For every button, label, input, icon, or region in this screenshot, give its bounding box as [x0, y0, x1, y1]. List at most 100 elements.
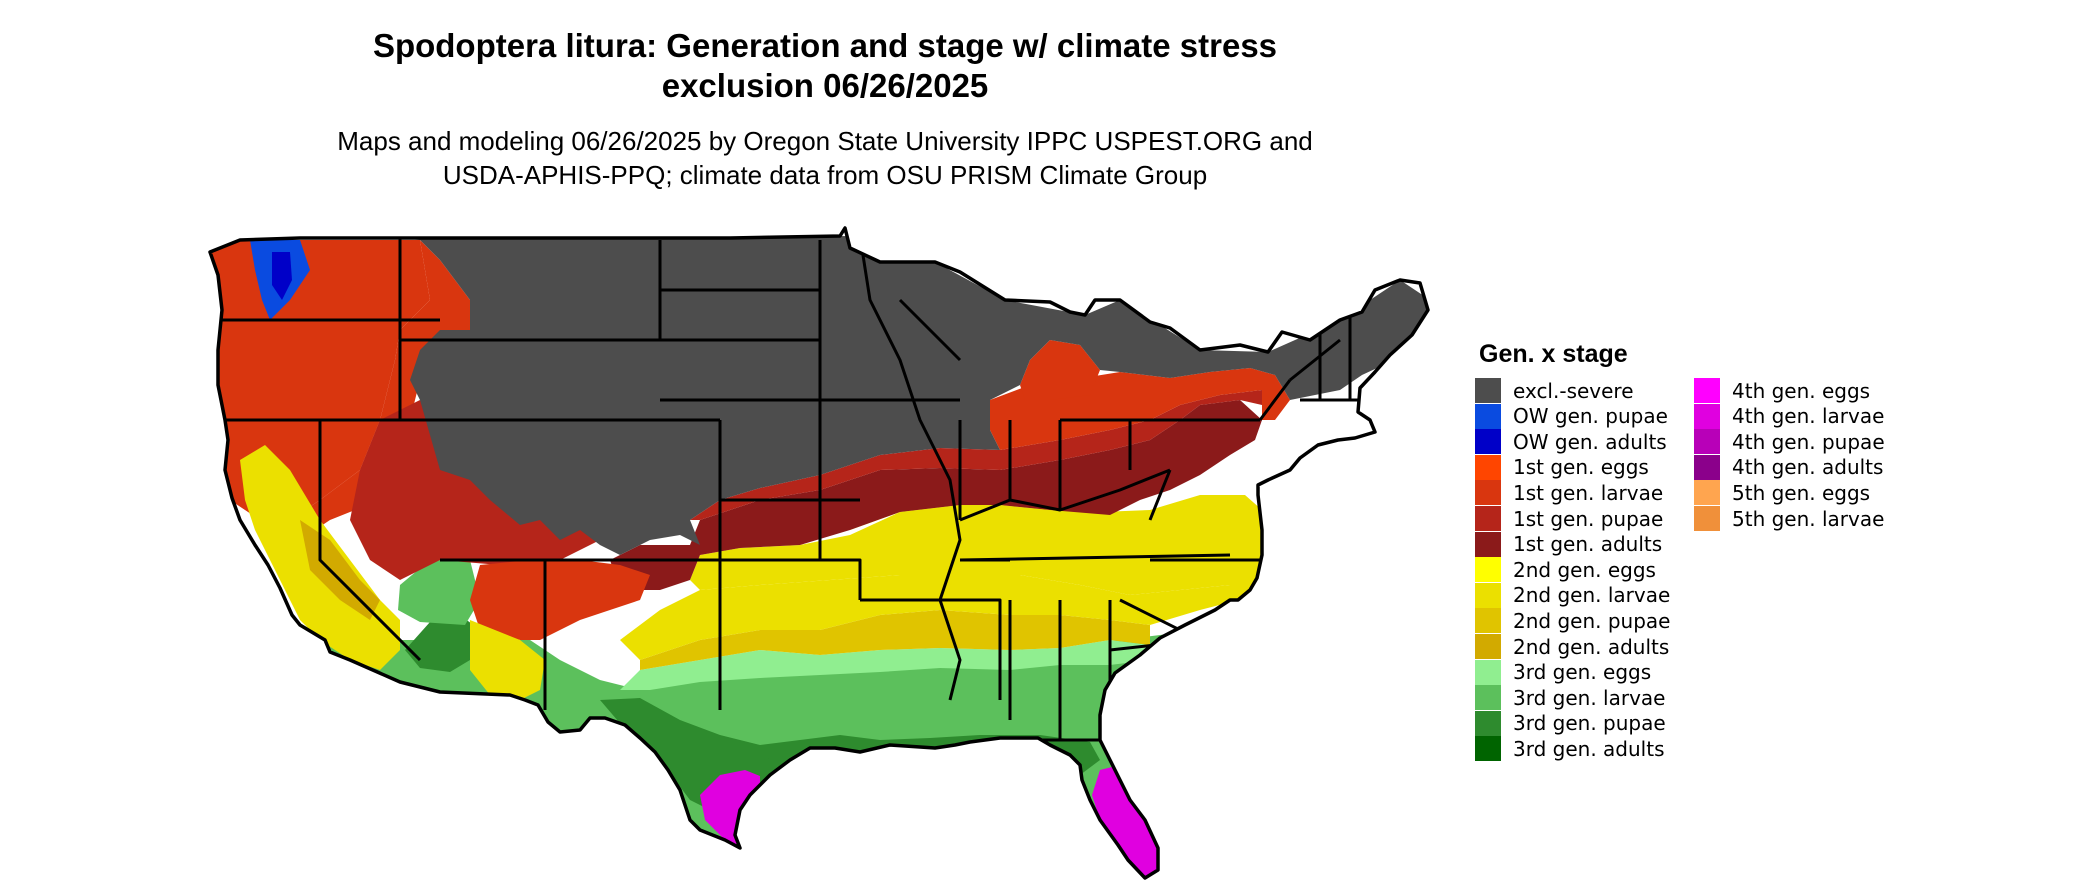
legend-swatch [1475, 480, 1501, 506]
legend-item: excl.-severe [1475, 378, 1634, 403]
legend-label: 4th gen. pupae [1732, 429, 1885, 454]
legend-swatch [1694, 506, 1720, 531]
legend-swatch [1475, 403, 1501, 429]
legend-label: 5th gen. eggs [1732, 480, 1871, 505]
legend-item: 1st gen. pupae [1475, 506, 1663, 531]
legend-item: 4th gen. adults [1694, 454, 1884, 480]
legend-label: 3rd gen. eggs [1513, 660, 1652, 685]
region-3rd-gen-larvae-sw [398, 560, 480, 625]
region-ow-gen-adults [272, 252, 292, 300]
legend-swatch [1475, 531, 1501, 557]
us-outline [208, 226, 1430, 880]
legend-label: 2nd gen. larvae [1513, 583, 1671, 608]
legend-label: 4th gen. larvae [1732, 404, 1885, 429]
legend-swatch [1475, 685, 1501, 711]
legend-item: 3rd gen. eggs [1475, 659, 1652, 685]
region-2nd-gen-larvae-n [690, 495, 1262, 595]
legend-swatch [1475, 634, 1501, 659]
legend-item: 2nd gen. adults [1475, 634, 1669, 659]
legend-title: Gen. x stage [1479, 340, 1628, 368]
border-in-il-oh [958, 420, 1062, 520]
border-tx-la [860, 598, 1002, 700]
legend-item: 3rd gen. pupae [1475, 710, 1666, 736]
legend-item: 3rd gen. larvae [1475, 685, 1666, 711]
border-nevada [318, 420, 422, 662]
legend-label: 1st gen. larvae [1513, 480, 1664, 505]
legend-item: 3rd gen. adults [1475, 736, 1665, 762]
legend-swatch [1475, 557, 1501, 583]
region-3rd-gen-eggs [620, 640, 1150, 690]
legend-label: 3rd gen. larvae [1513, 685, 1666, 710]
region-2nd-gen-larvae-az [470, 620, 545, 700]
legend-item: 5th gen. larvae [1694, 506, 1884, 531]
legend-item: 2nd gen. eggs [1475, 557, 1656, 583]
legend-swatch [1475, 429, 1501, 455]
legend-swatch [1475, 378, 1501, 403]
legend-item: OW gen. adults [1475, 429, 1667, 455]
region-2nd-gen-pupae [640, 610, 1150, 670]
border-ks-ok [720, 558, 862, 600]
legend-label: excl.-severe [1513, 378, 1634, 403]
region-4th-gen-larvae-fl [1092, 765, 1160, 878]
legend-label: 2nd gen. eggs [1513, 557, 1656, 582]
border-ms-al [1008, 600, 1062, 740]
region-1st-gen-larvae-west2 [290, 240, 470, 540]
map-subtitle: Maps and modeling 06/26/2025 by Oregon S… [250, 124, 1400, 192]
legend-item: 4th gen. eggs [1694, 378, 1870, 403]
legend-swatch [1694, 480, 1720, 506]
legend-label: OW gen. pupae [1513, 404, 1668, 429]
region-2nd-gen-larvae [620, 575, 1258, 660]
region-1st-gen-larvae-mi [1020, 340, 1100, 400]
subtitle-line-1: Maps and modeling 06/26/2025 by Oregon S… [337, 126, 1313, 156]
map-fill [210, 236, 1428, 878]
legend-swatch [1475, 454, 1501, 480]
legend-item: 2nd gen. pupae [1475, 608, 1671, 634]
legend-swatch [1694, 454, 1720, 480]
legend-swatch [1694, 403, 1720, 429]
border-pa-ny [1128, 379, 1292, 470]
legend-label: 3rd gen. adults [1513, 736, 1665, 761]
legend-swatch [1475, 736, 1501, 762]
region-1st-gen-larvae-sw [470, 560, 650, 640]
subtitle-line-2: USDA-APHIS-PPQ; climate data from OSU PR… [442, 160, 1208, 190]
title-line-1: Spodoptera litura: Generation and stage … [372, 27, 1278, 64]
legend-item: 1st gen. eggs [1475, 454, 1649, 480]
legend-label: 5th gen. larvae [1732, 506, 1885, 531]
legend-label: 4th gen. adults [1732, 455, 1884, 480]
legend-label: 1st gen. pupae [1513, 506, 1664, 531]
region-4th-gen-larvae-tx [700, 770, 770, 848]
region-1st-gen-adults [610, 400, 1262, 590]
border-miss-river [858, 235, 962, 701]
legend-label: 4th gen. eggs [1732, 378, 1871, 403]
legend-swatch [1694, 378, 1720, 403]
border-va-nc [1148, 469, 1262, 562]
legend-swatch [1475, 710, 1501, 736]
border-tn-ky [959, 553, 1231, 562]
legend-item: OW gen. pupae [1475, 403, 1668, 429]
legend-label: 3rd gen. pupae [1513, 711, 1666, 736]
legend-swatch [1475, 608, 1501, 634]
legend-label: 2nd gen. pupae [1513, 608, 1671, 633]
legend-label: 1st gen. adults [1513, 532, 1663, 557]
legend-item: 4th gen. larvae [1694, 403, 1885, 429]
legend-item: 1st gen. larvae [1475, 480, 1664, 506]
state-borders [210, 235, 1380, 742]
legend-item: 4th gen. pupae [1694, 429, 1885, 455]
map-title: Spodoptera litura: Generation and stage … [250, 26, 1400, 106]
legend-item: 1st gen. adults [1475, 531, 1663, 557]
legend-item: 5th gen. eggs [1694, 480, 1871, 506]
region-excl-severe [400, 236, 1428, 555]
region-1st-gen-pupae [690, 390, 1262, 520]
legend-swatch [1694, 429, 1720, 455]
region-3rd-gen-pupae-sw [405, 615, 480, 672]
border-new-england [1289, 310, 1380, 402]
legend-label: 2nd gen. adults [1513, 634, 1670, 659]
legend-label: 1st gen. eggs [1513, 455, 1649, 480]
legend-label: OW gen. adults [1513, 429, 1667, 454]
border-dakotas [658, 240, 820, 340]
title-line-2: exclusion 06/26/2025 [661, 67, 989, 104]
border-wi-ia-mn [820, 298, 962, 402]
legend-swatch [1475, 582, 1501, 608]
legend-item: 2nd gen. larvae [1475, 582, 1671, 608]
